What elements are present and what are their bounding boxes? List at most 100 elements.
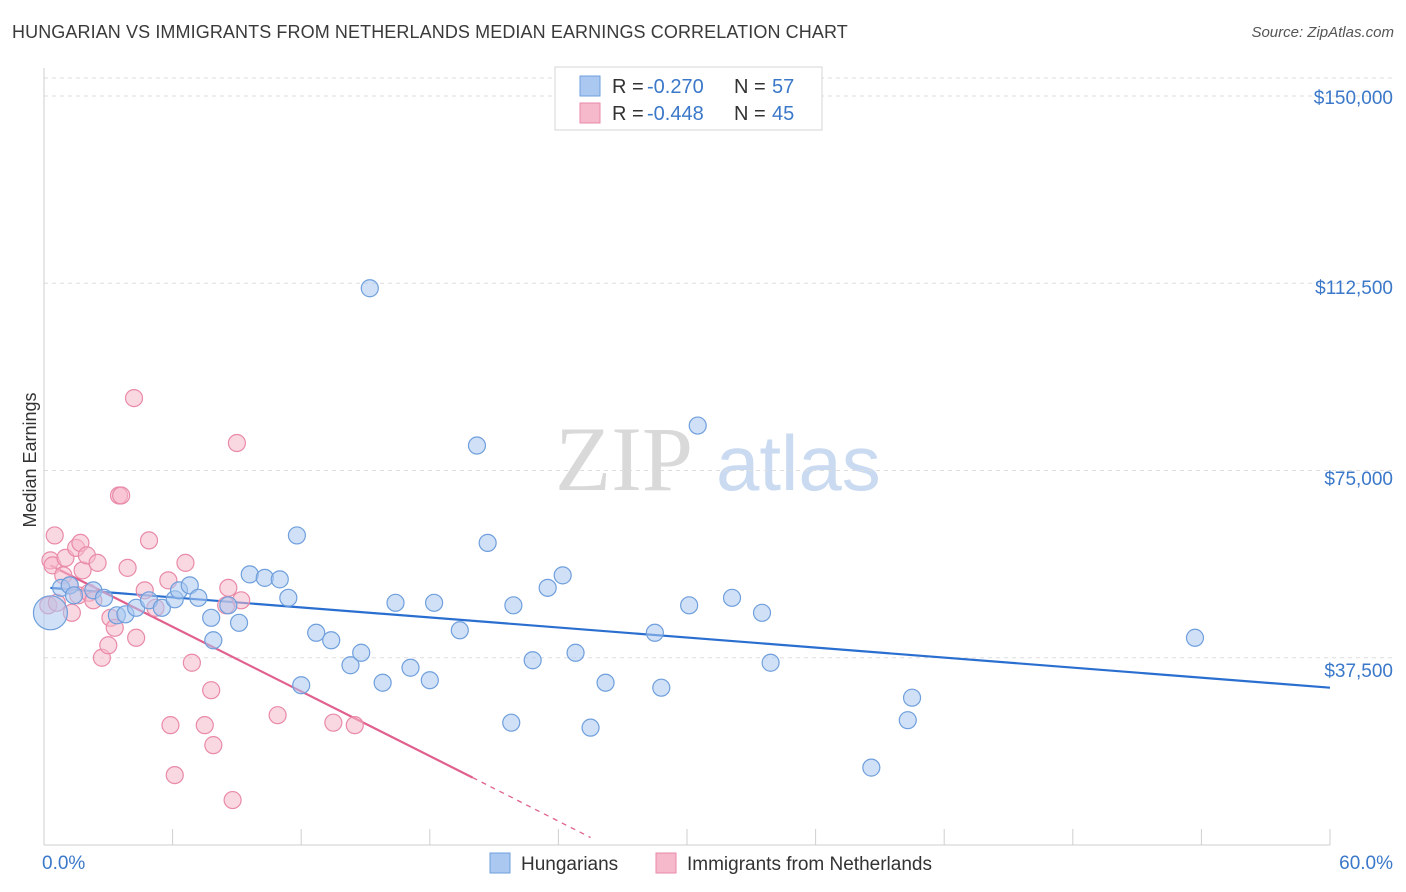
point-hungarians [424, 593, 444, 612]
point-hungarians [204, 631, 223, 650]
stats-legend-r-label-2: R = [612, 103, 644, 125]
point-hungarians [902, 688, 922, 707]
point-netherlands [345, 716, 364, 735]
point-hungarians [752, 603, 772, 622]
point-hungarians [189, 588, 208, 607]
series-legend-swatch-hungarians [489, 852, 511, 874]
point-hungarians [229, 613, 249, 632]
y-tick-label-150000: $150,000 [1314, 88, 1393, 109]
point-hungarians [504, 596, 523, 615]
point-hungarians [652, 678, 671, 697]
point-netherlands [223, 790, 242, 810]
stats-legend-swatch-hungarians [579, 75, 601, 97]
point-hungarians [32, 595, 69, 631]
point-hungarians [1185, 628, 1205, 647]
point-netherlands [324, 713, 343, 732]
series-legend-label-hungarians: Hungarians [521, 854, 618, 875]
stats-legend-n-label-2: N = [734, 103, 766, 125]
series-legend: Hungarians Immigrants from Netherlands [489, 852, 932, 875]
point-netherlands [161, 716, 180, 735]
point-netherlands [112, 486, 131, 505]
point-netherlands [176, 553, 195, 572]
y-tick-label-37500: $37,500 [1324, 661, 1393, 682]
stats-legend-swatch-netherlands [579, 102, 601, 124]
point-hungarians [180, 576, 199, 595]
series-legend-swatch-netherlands [655, 852, 677, 874]
point-hungarians [152, 598, 171, 617]
point-hungarians [64, 586, 84, 605]
point-netherlands [182, 653, 201, 672]
point-netherlands [45, 526, 64, 545]
chart-title: HUNGARIAN VS IMMIGRANTS FROM NETHERLANDS… [12, 22, 848, 42]
y-tick-label-112500: $112,500 [1315, 278, 1393, 299]
point-hungarians [898, 711, 917, 730]
point-netherlands [118, 558, 137, 577]
point-netherlands [165, 765, 184, 785]
point-hungarians [523, 651, 542, 670]
y-tick-label-75000: $75,000 [1324, 469, 1393, 490]
point-hungarians [581, 718, 600, 737]
point-hungarians [279, 588, 298, 607]
point-hungarians [255, 568, 274, 587]
x-tick-label-max: 60.0% [1339, 853, 1393, 874]
point-hungarians [478, 533, 497, 553]
point-hungarians [219, 596, 238, 615]
point-hungarians [688, 416, 707, 435]
point-netherlands [139, 531, 159, 550]
point-hungarians [240, 565, 259, 584]
trend-lines [49, 564, 1331, 839]
point-netherlands [219, 578, 238, 597]
point-hungarians [553, 566, 572, 585]
point-hungarians [322, 631, 341, 650]
point-netherlands [268, 706, 287, 725]
point-hungarians [538, 578, 557, 597]
stats-legend-r-label-1: R = [612, 76, 644, 98]
point-netherlands [124, 388, 144, 408]
point-netherlands [202, 681, 221, 700]
point-netherlands [99, 636, 118, 655]
data-points [32, 279, 1205, 810]
point-hungarians [373, 673, 392, 692]
trend-line-netherlands-extension [472, 777, 591, 839]
point-hungarians [307, 623, 326, 642]
stats-legend-r-value-1: -0.270 [647, 76, 704, 98]
axes [43, 68, 1331, 846]
point-hungarians [352, 643, 371, 662]
trend-line-hungarians [50, 586, 1331, 689]
stats-legend: R = -0.270 N = 57 R = -0.448 N = 45 [554, 66, 823, 131]
point-hungarians [420, 671, 439, 690]
point-hungarians [645, 623, 664, 642]
x-tick-label-min: 0.0% [42, 853, 85, 874]
point-hungarians [401, 658, 420, 677]
point-hungarians [341, 656, 360, 675]
point-netherlands [88, 553, 107, 572]
point-netherlands [127, 628, 146, 647]
point-hungarians [502, 713, 521, 732]
point-hungarians [450, 621, 469, 640]
watermark-zip: ZIP [555, 408, 693, 510]
stats-legend-n-value-2: 45 [772, 103, 794, 125]
point-hungarians [292, 676, 311, 695]
point-hungarians [722, 588, 742, 607]
point-netherlands [204, 736, 223, 755]
point-hungarians [360, 279, 379, 298]
point-hungarians [386, 593, 405, 612]
y-axis-label: Median Earnings [20, 392, 40, 527]
point-hungarians [680, 596, 699, 615]
stats-legend-r-value-2: -0.448 [647, 103, 704, 125]
trend-line-netherlands [49, 564, 474, 779]
point-hungarians [467, 436, 487, 455]
point-hungarians [94, 588, 114, 607]
series-legend-label-netherlands: Immigrants from Netherlands [687, 854, 932, 875]
watermark-atlas: atlas [716, 419, 881, 507]
point-hungarians [761, 653, 780, 672]
point-hungarians [270, 570, 289, 589]
chart-source: Source: ZipAtlas.com [1251, 24, 1394, 41]
point-netherlands [195, 716, 214, 735]
point-netherlands [73, 561, 92, 580]
point-hungarians [287, 526, 307, 545]
point-hungarians [566, 643, 585, 662]
stats-legend-n-label-1: N = [734, 76, 766, 98]
point-hungarians [202, 608, 221, 627]
